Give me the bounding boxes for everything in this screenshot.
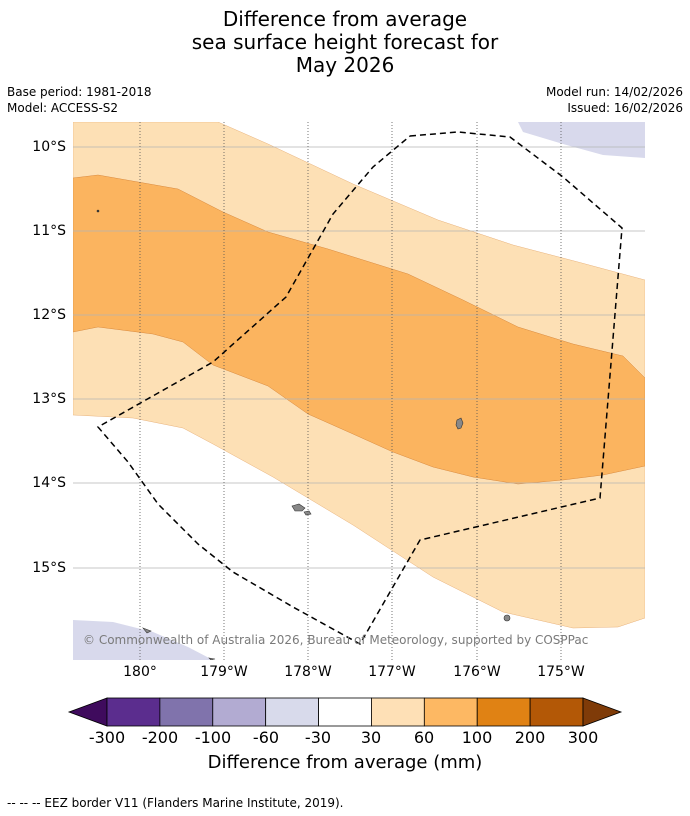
- colorbar-tick: 200: [514, 728, 546, 747]
- island-central-small: [303, 510, 312, 516]
- colorbar-cell: [371, 697, 425, 727]
- lon-label-177w: 177°W: [368, 664, 416, 680]
- copyright-notice: © Commonwealth of Australia 2026, Bureau…: [83, 633, 589, 647]
- land-southwest-edge: [142, 627, 152, 634]
- base-period: Base period: 1981-2018: [7, 85, 152, 99]
- title-line-3: May 2026: [295, 53, 395, 77]
- colorbar-cell: [423, 697, 478, 727]
- anomaly-band-60-100: [73, 174, 645, 485]
- colorbar-cell: [318, 697, 372, 727]
- eez-legend-note: -- -- -- EEZ border V11 (Flanders Marine…: [7, 796, 344, 810]
- issued-date: Issued: 16/02/2026: [567, 101, 683, 115]
- colorbar-tick: -200: [141, 728, 179, 747]
- colorbar-tick: -300: [88, 728, 126, 747]
- colorbar-cell: [159, 697, 214, 727]
- model-run: Model run: 14/02/2026: [545, 85, 683, 99]
- model-name: Model: ACCESS-S2: [7, 101, 119, 115]
- colorbar-tick: -100: [194, 728, 232, 747]
- islet-west: [96, 209, 100, 213]
- lon-label-179w: 179°W: [200, 664, 248, 680]
- colorbar: [67, 697, 623, 727]
- island-central: [291, 503, 306, 512]
- colorbar-cell: [529, 697, 584, 727]
- colorbar-cell: [106, 697, 161, 727]
- meta-left: Base period: 1981-2018 Model: ACCESS-S2: [7, 84, 152, 116]
- latitude-gridlines: [73, 146, 645, 569]
- colorbar-tick: 30: [360, 728, 382, 747]
- chart-title: Difference from average sea surface heig…: [0, 8, 690, 77]
- lat-label-15s: 15°S: [32, 560, 66, 576]
- colorbar-label: Difference from average (mm): [207, 752, 483, 773]
- islands: [96, 209, 511, 660]
- lon-label-180: 180°: [123, 664, 157, 680]
- forecast-map: [73, 122, 645, 660]
- lat-label-12s: 12°S: [32, 307, 66, 323]
- colorbar-cell: [476, 697, 531, 727]
- colorbar-extend-high: [582, 697, 623, 727]
- lat-label-10s: 10°S: [32, 139, 66, 155]
- lon-label-175w: 175°W: [537, 664, 585, 680]
- colorbar-tick: 100: [461, 728, 493, 747]
- title-line-1: Difference from average: [222, 7, 468, 31]
- title-line-2: sea surface height forecast for: [191, 30, 499, 54]
- island-southeast: [503, 614, 511, 622]
- negative-anomaly-patch-ne: [518, 122, 645, 158]
- eez-border: [96, 131, 623, 646]
- colorbar-tick: 300: [567, 728, 599, 747]
- lat-label-14s: 14°S: [32, 475, 66, 491]
- island-east: [455, 417, 464, 430]
- lat-label-13s: 13°S: [32, 391, 66, 407]
- negative-anomaly-patch-sw: [73, 620, 213, 660]
- colorbar-tick: 60: [413, 728, 435, 747]
- colorbar-tick: -30: [304, 728, 332, 747]
- lon-label-176w: 176°W: [453, 664, 501, 680]
- colorbar-extend-low: [67, 697, 108, 727]
- colorbar-tick: -60: [252, 728, 280, 747]
- colorbar-cell: [265, 697, 319, 727]
- meta-right: Model run: 14/02/2026 Issued: 16/02/2026: [546, 84, 683, 116]
- lat-label-11s: 11°S: [32, 223, 66, 239]
- colorbar-cell: [212, 697, 267, 727]
- colorbar-cells: [106, 697, 584, 727]
- land-south-edge: [208, 657, 216, 660]
- lon-label-178w: 178°W: [284, 664, 332, 680]
